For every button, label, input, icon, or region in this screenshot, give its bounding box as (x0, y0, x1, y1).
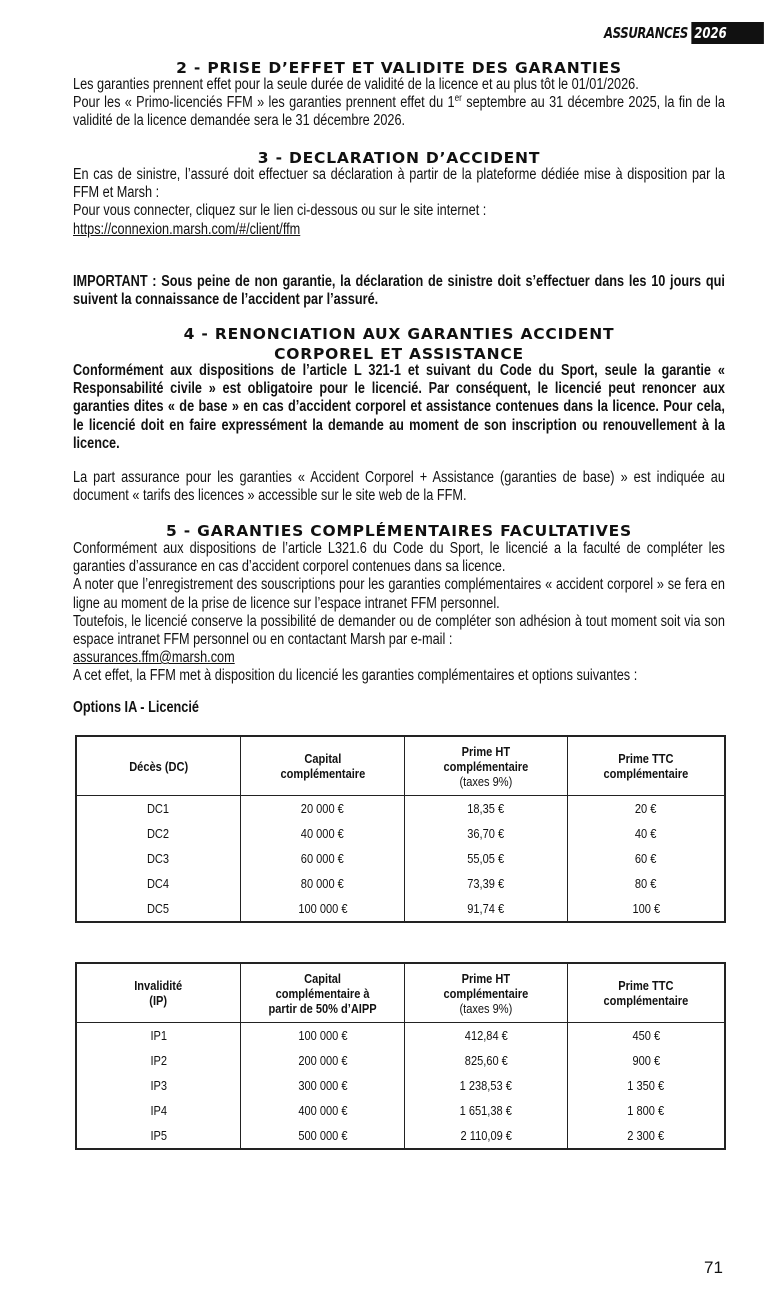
table-row: DC3 60 000 €55,05 €60 € (75, 846, 725, 871)
table-cell: IP1 (75, 1022, 241, 1048)
table-cell: 300 000 € (240, 1073, 405, 1098)
section-5-body: Conformément aux dispositions de l’artic… (73, 540, 725, 686)
section-2-body: Les garanties prennent effet pour la seu… (73, 76, 725, 131)
table-cell: IP4 (75, 1098, 241, 1123)
table-cell: 20 000 € (240, 795, 405, 821)
table-cell: 1 800 € (567, 1098, 725, 1123)
table-cell: IP5 (75, 1123, 241, 1149)
marsh-email-link[interactable]: assurances.ffm@marsh.com (73, 649, 235, 667)
table-cell: IP3 (75, 1073, 241, 1098)
table-row: IP4 400 000 €1 651,38 €1 800 € (75, 1098, 725, 1123)
table-cell: 80 000 € (240, 871, 405, 896)
table-cell: 2 300 € (567, 1123, 725, 1149)
table-cell: 20 € (567, 795, 725, 821)
page-number: 71 (704, 1258, 723, 1277)
table-cell: IP2 (75, 1048, 241, 1073)
section-5-title: 5 - GARANTIES COMPLÉMENTAIRES FACULTATIV… (165, 522, 633, 540)
table-cell: 73,39 € (404, 871, 568, 896)
section-2-title: 2 - PRISE D’EFFET ET VALIDITE DES GARANT… (176, 59, 622, 77)
table-cell: 450 € (567, 1022, 725, 1048)
table-cell: DC1 (75, 795, 241, 821)
table-cell: 400 000 € (240, 1098, 405, 1123)
table-header: Décès (DC) Capital complémentaire Prime H… (75, 736, 725, 796)
table-cell: 40 000 € (240, 821, 405, 846)
table-cell: 18,35 € (404, 795, 568, 821)
table-cell: 825,60 € (404, 1048, 568, 1073)
table-cell: 1 238,53 € (404, 1073, 568, 1098)
table-cell: 36,70 € (404, 821, 568, 846)
invalidite-table: Invalidité (IP) Capital complémentaire à pa… (75, 962, 726, 1150)
table-cell: 412,84 € (404, 1022, 568, 1048)
table-cell: 200 000 € (240, 1048, 405, 1073)
section-3-title: 3 - DECLARATION D’ACCIDENT (257, 149, 541, 167)
table-cell: DC3 (75, 846, 241, 871)
paragraph: Toutefois, le licencié conserve la possi… (73, 612, 725, 649)
table-cell: 80 € (567, 871, 725, 896)
table-cell: 55,05 € (404, 846, 568, 871)
table-cell: 91,74 € (404, 896, 568, 922)
table-cell: DC2 (75, 821, 241, 846)
table-row: DC1 20 000 €18,35 €20 € (75, 795, 725, 821)
table-row: DC2 40 000 €36,70 €40 € (75, 821, 725, 846)
table-cell: 100 000 € (240, 896, 405, 922)
table-cell: 1 350 € (567, 1073, 725, 1098)
paragraph: A cet effet, la FFM met à disposition du… (73, 667, 638, 685)
paragraph: A noter que l’enregistrement des souscri… (73, 576, 725, 612)
ffm-marsh-link[interactable]: https://connexion.marsh.com/#/client/ffm (73, 220, 301, 238)
paragraph: Les garanties prennent effet pour la seu… (73, 76, 639, 93)
options-title: Options IA - Licencié (73, 699, 199, 716)
table-header: Invalidité (IP) Capital complémentaire à pa… (75, 963, 725, 1023)
table-row: IP2 200 000 €825,60 €900 € (75, 1048, 725, 1073)
section-4-title-line1: 4 - RENONCIATION AUX GARANTIES ACCIDENT (183, 325, 615, 343)
table-row: DC5 100 000 €91,74 €100 € (75, 896, 725, 922)
assurances-2026-logo: ASSURANCES 2026 (604, 22, 765, 44)
paragraph: Conformément aux dispositions de l’artic… (73, 540, 725, 576)
table-cell: 40 € (567, 821, 725, 846)
table-cell: 1 651,38 € (404, 1098, 568, 1123)
table-cell: DC5 (75, 896, 241, 922)
table-cell: 900 € (567, 1048, 725, 1073)
section-4-title-line2: CORPOREL ET ASSISTANCE (274, 345, 524, 363)
paragraph: En cas de sinistre, l’assuré doit effect… (73, 166, 725, 202)
table-cell: 100 € (567, 896, 725, 922)
important-note: IMPORTANT : Sous peine de non garantie, … (73, 273, 725, 309)
deces-table: Décès (DC) Capital complémentaire Prime H… (75, 735, 726, 923)
table-row: IP5 500 000 €2 110,09 €2 300 € (75, 1123, 725, 1149)
section-4-body-2: La part assurance pour les garanties « A… (73, 469, 725, 505)
table-cell: 100 000 € (240, 1022, 405, 1048)
paragraph: Pour vous connecter, cliquez sur le lien… (73, 202, 487, 220)
section-4-body: Conformément aux dispositions de l’artic… (73, 362, 725, 452)
table-row: IP3 300 000 €1 238,53 €1 350 € (75, 1073, 725, 1098)
table-row: IP1 100 000 €412,84 €450 € (75, 1022, 725, 1048)
table-cell: 60 000 € (240, 846, 405, 871)
table-cell: DC4 (75, 871, 241, 896)
table-cell: 60 € (567, 846, 725, 871)
section-3-body: En cas de sinistre, l’assuré doit effect… (73, 166, 725, 239)
paragraph: Pour les « Primo-licenciés FFM » les gar… (73, 93, 725, 130)
table-cell: 2 110,09 € (404, 1123, 568, 1149)
table-cell: 500 000 € (240, 1123, 405, 1149)
table-row: DC4 80 000 €73,39 €80 € (75, 871, 725, 896)
